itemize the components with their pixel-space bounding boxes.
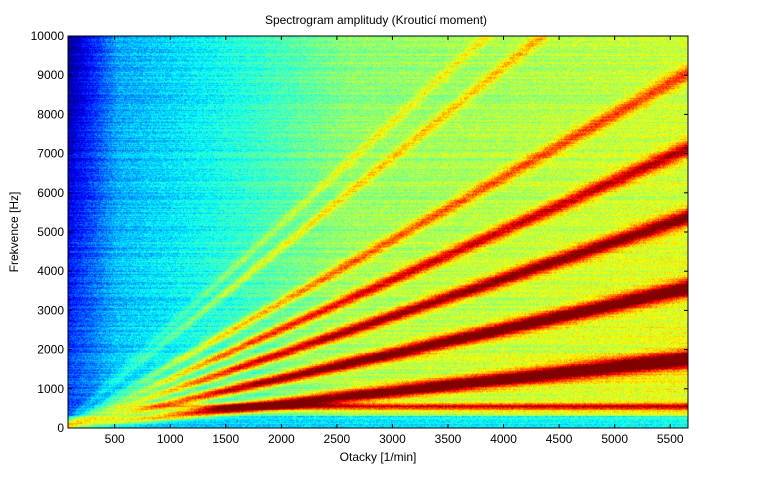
y-tick-label: 6000 [37,186,64,200]
x-tick-label: 2500 [324,432,351,446]
y-tick-label: 9000 [37,68,64,82]
x-tick-label: 5500 [657,432,684,446]
y-tick-label: 8000 [37,107,64,121]
y-tick-label: 4000 [37,264,64,278]
x-tick-label: 4500 [546,432,573,446]
x-tick-label: 2000 [268,432,295,446]
y-tick-label: 3000 [37,303,64,317]
x-tick-label: 5000 [601,432,628,446]
x-tick-label: 3000 [379,432,406,446]
heatmap-region [68,36,688,428]
x-tick-label: 500 [105,432,125,446]
y-tick-label: 1000 [37,382,64,396]
x-axis-label: Otacky [1/min] [340,450,417,464]
y-tick-label: 2000 [37,343,64,357]
chart-title: Spectrogram amplitudy (Krouticí moment) [265,13,487,27]
x-axis: 500 1000 1500 2000 2500 3000 3500 4000 4500 5000 5… [105,36,684,446]
y-tick-label: 5000 [37,225,64,239]
x-tick-label: 3500 [435,432,462,446]
y-axis: 0 1000 2000 3000 4000 5000 6000 7000 8000 9000 100… [31,29,688,435]
y-axis-label: Frekvence [Hz] [7,192,21,273]
x-tick-label: 1500 [212,432,239,446]
x-tick-label: 1000 [157,432,184,446]
y-tick-label: 7000 [37,147,64,161]
x-tick-label: 4000 [490,432,517,446]
y-tick-label: 0 [57,421,64,435]
y-tick-label: 10000 [31,29,65,43]
